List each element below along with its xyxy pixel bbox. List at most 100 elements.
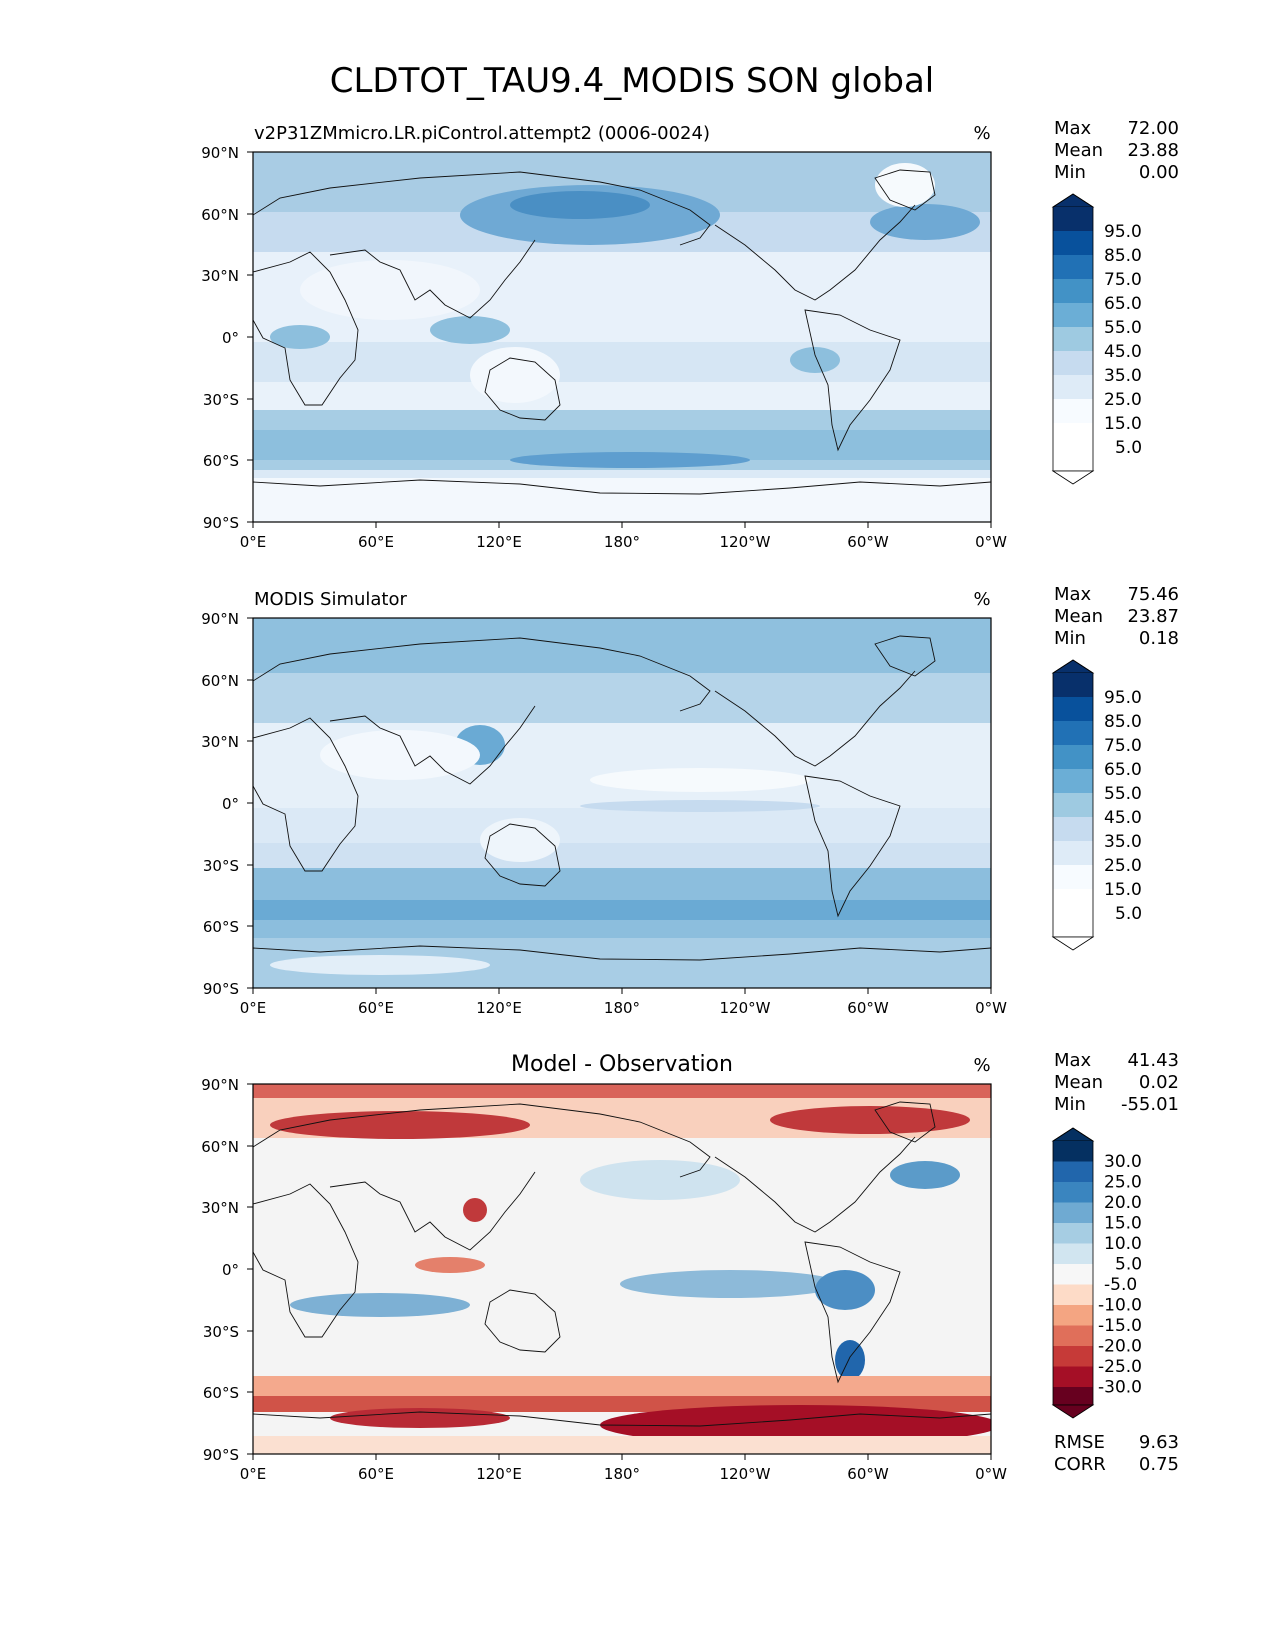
lat-tick-label: 90°S (203, 1446, 239, 1464)
lon-tick-label: 60°E (358, 533, 394, 551)
stat-label: Mean (1054, 140, 1103, 161)
colorbar-segment (1053, 1305, 1093, 1326)
colorbar-tick-label: 5.0 (1115, 1255, 1142, 1275)
coast-antarctica (253, 479, 991, 495)
lon-tick-label: 60°W (847, 533, 889, 551)
colorbar: 95.0 85.0 75.0 65.0 55.0 45.0 35.0 25.0 … (1051, 193, 1142, 485)
stats: Max 75.46 Mean 23.87 Min 0.18 (1054, 584, 1179, 649)
stat-value: 0.75 (1139, 1454, 1179, 1475)
stat-label: Min (1054, 162, 1086, 183)
lat-axis: 90°N 60°N 30°N 0° 30°S 60°S 90°S (201, 144, 253, 532)
stat-value: 0.00 (1139, 162, 1179, 183)
colorbar-tick-label: 45.0 (1104, 808, 1142, 828)
colorbar-segment (1053, 303, 1093, 327)
panel-title: Model - Observation (511, 1052, 733, 1077)
coast-africa (253, 717, 359, 872)
field-blob-antarctic-plateau (270, 955, 490, 975)
field-blob-australia (470, 347, 560, 403)
field-blob-natlantic (890, 1161, 960, 1189)
lon-axis: 0°E 60°E 120°E 180° 120°W 60°W 0°W (240, 1454, 1007, 1483)
lat-tick-label: 60°S (203, 918, 239, 936)
colorbar-segment (1053, 279, 1093, 303)
stat-label: Mean (1054, 606, 1103, 627)
field-blob-australia (480, 818, 560, 862)
colorbar-tick-label: -15.0 (1098, 1316, 1142, 1336)
coast-greenland (874, 1101, 936, 1143)
figure-title: CLDTOT_TAU9.4_MODIS SON global (330, 61, 934, 101)
lat-tick-label: 30°S (203, 391, 239, 409)
colorbar-tick-label: -20.0 (1098, 1337, 1142, 1357)
colorbar-segment (1053, 351, 1093, 375)
stat-label: Min (1054, 1094, 1086, 1115)
field-band-arctic-edge (253, 1084, 991, 1098)
stat-label: Max (1054, 584, 1092, 605)
lon-tick-label: 180° (604, 1465, 640, 1483)
lon-tick-label: 60°E (358, 999, 394, 1017)
lon-tick-label: 120°W (720, 533, 771, 551)
lon-tick-label: 0°W (975, 999, 1007, 1017)
field-blob-natlantic (870, 204, 980, 240)
field-band-tropics (253, 808, 991, 843)
stat-label: CORR (1054, 1454, 1106, 1475)
colorbar-tick-label: 10.0 (1104, 1234, 1142, 1254)
lat-tick-label: 0° (222, 795, 239, 813)
colorbar-tick-label: -30.0 (1098, 1378, 1142, 1398)
stat-label: Mean (1054, 1072, 1103, 1093)
stat-value: 0.18 (1139, 628, 1179, 649)
colorbar-extend-max (1051, 193, 1095, 208)
coast-asia-south (329, 1171, 536, 1251)
lon-tick-label: 180° (604, 533, 640, 551)
colorbar-segment (1053, 1243, 1093, 1264)
coastlines (253, 1101, 991, 1427)
colorbar-segment (1053, 399, 1093, 423)
field-band-pole (253, 1436, 991, 1454)
stat-value: 41.43 (1127, 1050, 1179, 1071)
colorbar-tick-label: 25.0 (1104, 1173, 1142, 1193)
lat-tick-label: 90°S (203, 980, 239, 998)
colorbar: 95.0 85.0 75.0 65.0 55.0 45.0 35.0 25.0 … (1051, 659, 1142, 951)
lat-axis: 90°N 60°N 30°N 0° 30°S 60°S 90°S (201, 610, 253, 998)
map-field (253, 1084, 991, 1454)
colorbar-segment (1053, 889, 1093, 913)
lon-axis: 0°E 60°E 120°E 180° 120°W 60°W 0°W (240, 522, 1007, 551)
lon-tick-label: 120°E (476, 533, 522, 551)
coast-australia (484, 357, 561, 421)
map-field (253, 152, 991, 522)
colorbar-segment (1053, 1264, 1093, 1285)
colorbar-tick-label: 75.0 (1104, 736, 1142, 756)
stat-label: RMSE (1054, 1432, 1105, 1453)
lat-tick-label: 30°S (203, 1323, 239, 1341)
lon-tick-label: 0°E (240, 999, 267, 1017)
colorbar-segment (1053, 375, 1093, 399)
coast-north-america (714, 1136, 916, 1233)
lon-tick-label: 120°W (720, 999, 771, 1017)
colorbar-segment (1053, 817, 1093, 841)
field-band-antarctic (253, 478, 991, 522)
colorbar-tick-label: -10.0 (1098, 1296, 1142, 1316)
colorbar-tick-label: 15.0 (1104, 414, 1142, 434)
field-blob-indian-red (415, 1257, 485, 1273)
field-blob-amazon (815, 1270, 875, 1310)
colorbar-segment (1053, 423, 1093, 447)
field-blob-npacific-core (510, 191, 650, 219)
lon-axis: 0°E 60°E 120°E 180° 120°W 60°W 0°W (240, 988, 1007, 1017)
lat-tick-label: 30°S (203, 857, 239, 875)
colorbar-tick-label: 75.0 (1104, 270, 1142, 290)
colorbar-segment (1053, 207, 1093, 231)
coast-eurasia-north (253, 637, 711, 712)
lon-tick-label: 0°W (975, 533, 1007, 551)
colorbar-extend-max (1051, 1127, 1095, 1142)
field-blob-siberia (270, 1111, 530, 1139)
field-blob-southern-ocean (510, 452, 750, 468)
field-blob-eq-pacific (620, 1270, 840, 1298)
field-band-arctic (253, 618, 991, 673)
field-band-southern-ocean (253, 1376, 991, 1396)
field-blob-npacific (580, 1160, 740, 1200)
field-band-southsub (253, 843, 991, 868)
coast-south-america (804, 775, 901, 918)
lat-tick-label: 60°N (201, 1138, 239, 1156)
colorbar: 30.0 25.0 20.0 15.0 10.0 5.0 -5.0 -10.0 … (1051, 1127, 1142, 1419)
colorbar-tick-label: 95.0 (1104, 222, 1142, 242)
colorbar-segment (1053, 745, 1093, 769)
